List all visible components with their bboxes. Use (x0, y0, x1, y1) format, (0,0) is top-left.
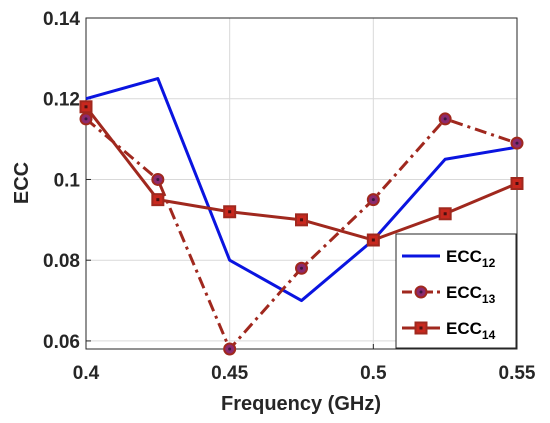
ecc13-point-dot (156, 177, 160, 181)
y-tick-labels: 0.06 0.08 0.1 0.12 0.14 (43, 9, 80, 353)
legend-label: ECC12 (446, 247, 496, 270)
legend: ECC12 ECC13 ECC14 (395, 233, 517, 349)
series-13 (79, 112, 524, 356)
x-tick-label: 0.45 (211, 363, 248, 384)
ecc13-point-dot (419, 290, 423, 294)
series-14 (79, 100, 524, 247)
ecc14-point-dot (443, 212, 447, 216)
x-tick-label: 0.5 (360, 363, 387, 384)
legend-label: ECC13 (446, 283, 496, 306)
series-12-line (85, 77, 518, 303)
ecc13-point-dot (515, 141, 519, 145)
ecc13-point-dot (84, 117, 88, 121)
y-tick-label: 0.1 (54, 170, 81, 191)
y-tick-label: 0.12 (43, 90, 80, 111)
ecc13-point-dot (371, 198, 375, 202)
ecc14-point-dot (84, 105, 88, 109)
ecc14-point-dot (300, 218, 303, 222)
ecc13-point-dot (300, 266, 303, 270)
x-axis-title: Frequency (GHz) (221, 393, 381, 415)
series-12 (85, 77, 518, 303)
y-tick-label: 0.08 (43, 251, 80, 272)
y-axis-title: ECC (11, 162, 33, 204)
x-tick-label: 0.55 (499, 363, 536, 384)
legend-entry-12: ECC12 (402, 247, 496, 270)
legend-entry-14: ECC14 (402, 319, 496, 342)
ecc14-point-dot (156, 198, 160, 202)
x-tick-labels: 0.4 0.45 0.5 0.55 (73, 363, 536, 384)
y-tick-label: 0.06 (43, 332, 80, 353)
ecc13-point-dot (443, 117, 447, 121)
y-tick-label: 0.14 (43, 9, 80, 30)
legend-entry-13: ECC13 (402, 283, 496, 306)
ecc14-point-dot (515, 182, 519, 185)
x-tick-label: 0.4 (73, 363, 100, 384)
ecc13-point-dot (228, 347, 232, 351)
series-layer (79, 77, 524, 356)
ecc14-point-dot (371, 238, 375, 242)
ecc14-point-dot (228, 210, 232, 214)
legend-label: ECC14 (446, 319, 496, 342)
ecc14-point-dot (419, 326, 423, 330)
